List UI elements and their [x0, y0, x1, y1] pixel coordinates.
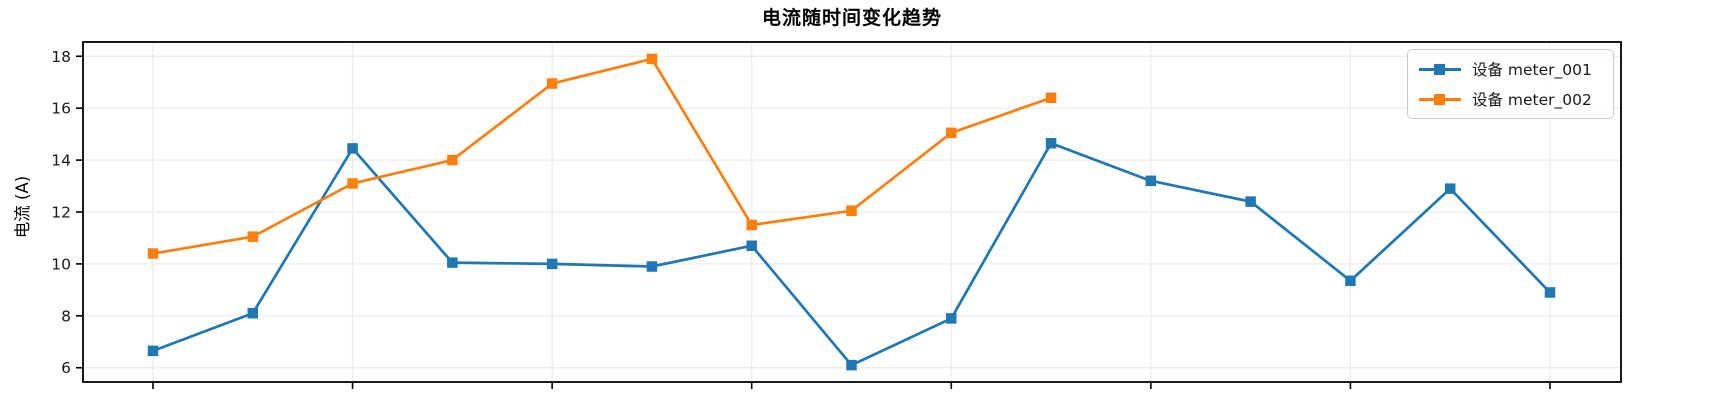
legend: 设备 meter_001 设备 meter_002 [1407, 49, 1614, 119]
data-point-marker [646, 53, 658, 65]
data-point-marker [247, 307, 259, 319]
data-point-marker [546, 78, 558, 89]
data-point-marker [1045, 137, 1057, 149]
data-point-marker [946, 313, 957, 324]
data-point-marker [1444, 183, 1456, 194]
data-point-marker [447, 257, 458, 268]
data-point-marker [846, 205, 857, 216]
series-line-0 [151, 141, 1552, 367]
data-point-marker [1245, 196, 1256, 207]
data-point-marker [1345, 275, 1356, 287]
data-point-marker [347, 178, 358, 189]
data-point-marker [447, 154, 458, 166]
data-point-marker [147, 345, 159, 357]
y-tick-label: 6 [61, 359, 71, 377]
data-point-marker [1145, 175, 1157, 187]
legend-label-meter-001: 设备 meter_001 [1472, 61, 1592, 79]
y-tick-label: 8 [61, 307, 71, 325]
data-point-marker [1544, 287, 1556, 298]
data-point-marker [946, 127, 957, 139]
data-point-marker [746, 219, 757, 231]
legend-series-marker-icon [1419, 63, 1461, 75]
data-point-marker [1045, 92, 1057, 104]
data-point-marker [746, 240, 757, 251]
data-point-marker [646, 261, 658, 272]
data-point-marker [347, 143, 358, 154]
y-tick-label: 14 [51, 152, 71, 170]
series-line-1 [151, 57, 1053, 255]
y-tick-label: 12 [51, 204, 71, 222]
y-tick-label: 18 [51, 48, 71, 66]
data-point-marker [846, 359, 857, 371]
y-tick-label: 16 [51, 100, 71, 118]
legend-label-meter-002: 设备 meter_002 [1472, 91, 1592, 109]
legend-item-meter-001: 设备 meter_001 [1419, 58, 1603, 80]
data-point-marker [247, 231, 259, 242]
chart-title: 电流随时间变化趋势 [761, 7, 942, 29]
data-point-marker [546, 258, 558, 270]
data-point-marker [147, 248, 159, 259]
y-tick-label: 10 [51, 255, 71, 273]
legend-series-marker-icon [1419, 93, 1461, 105]
legend-item-meter-002: 设备 meter_002 [1419, 88, 1603, 110]
